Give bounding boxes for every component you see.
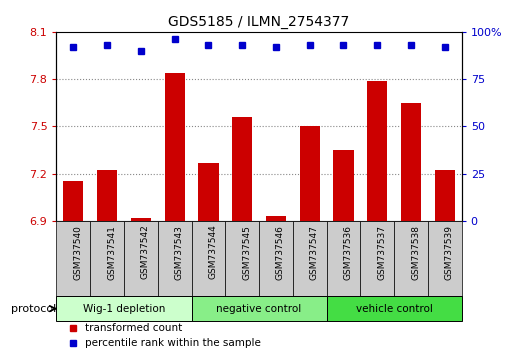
Bar bbox=[401, 103, 421, 221]
FancyBboxPatch shape bbox=[428, 221, 462, 296]
FancyBboxPatch shape bbox=[157, 221, 191, 296]
Bar bbox=[198, 162, 219, 221]
FancyBboxPatch shape bbox=[191, 221, 225, 296]
Bar bbox=[165, 73, 185, 221]
FancyBboxPatch shape bbox=[293, 221, 327, 296]
Text: GSM737537: GSM737537 bbox=[377, 225, 386, 280]
FancyBboxPatch shape bbox=[124, 221, 157, 296]
Bar bbox=[367, 81, 387, 221]
Text: GSM737543: GSM737543 bbox=[174, 225, 184, 280]
Bar bbox=[300, 126, 320, 221]
Text: vehicle control: vehicle control bbox=[356, 304, 432, 314]
Text: Wig-1 depletion: Wig-1 depletion bbox=[83, 304, 165, 314]
Text: GSM737544: GSM737544 bbox=[208, 225, 218, 279]
FancyBboxPatch shape bbox=[327, 221, 360, 296]
Bar bbox=[97, 171, 117, 221]
Text: protocol: protocol bbox=[10, 304, 56, 314]
Text: GSM737539: GSM737539 bbox=[445, 225, 454, 280]
FancyBboxPatch shape bbox=[259, 221, 293, 296]
FancyBboxPatch shape bbox=[191, 296, 327, 321]
Text: GSM737541: GSM737541 bbox=[107, 225, 116, 280]
Bar bbox=[435, 171, 455, 221]
Bar bbox=[63, 182, 84, 221]
FancyBboxPatch shape bbox=[56, 296, 191, 321]
FancyBboxPatch shape bbox=[360, 221, 394, 296]
Text: GSM737536: GSM737536 bbox=[344, 225, 352, 280]
Text: GSM737540: GSM737540 bbox=[73, 225, 82, 280]
Bar bbox=[266, 216, 286, 221]
Title: GDS5185 / ILMN_2754377: GDS5185 / ILMN_2754377 bbox=[168, 16, 350, 29]
Bar bbox=[131, 218, 151, 221]
Text: GSM737542: GSM737542 bbox=[141, 225, 150, 279]
Text: negative control: negative control bbox=[216, 304, 302, 314]
FancyBboxPatch shape bbox=[394, 221, 428, 296]
Bar bbox=[333, 150, 353, 221]
FancyBboxPatch shape bbox=[56, 221, 90, 296]
Text: GSM737545: GSM737545 bbox=[242, 225, 251, 280]
Bar bbox=[232, 117, 252, 221]
FancyBboxPatch shape bbox=[225, 221, 259, 296]
FancyBboxPatch shape bbox=[90, 221, 124, 296]
Text: transformed count: transformed count bbox=[85, 323, 182, 333]
Text: GSM737547: GSM737547 bbox=[310, 225, 319, 280]
Text: GSM737546: GSM737546 bbox=[276, 225, 285, 280]
Text: GSM737538: GSM737538 bbox=[411, 225, 420, 280]
FancyBboxPatch shape bbox=[327, 296, 462, 321]
Text: percentile rank within the sample: percentile rank within the sample bbox=[85, 338, 261, 348]
